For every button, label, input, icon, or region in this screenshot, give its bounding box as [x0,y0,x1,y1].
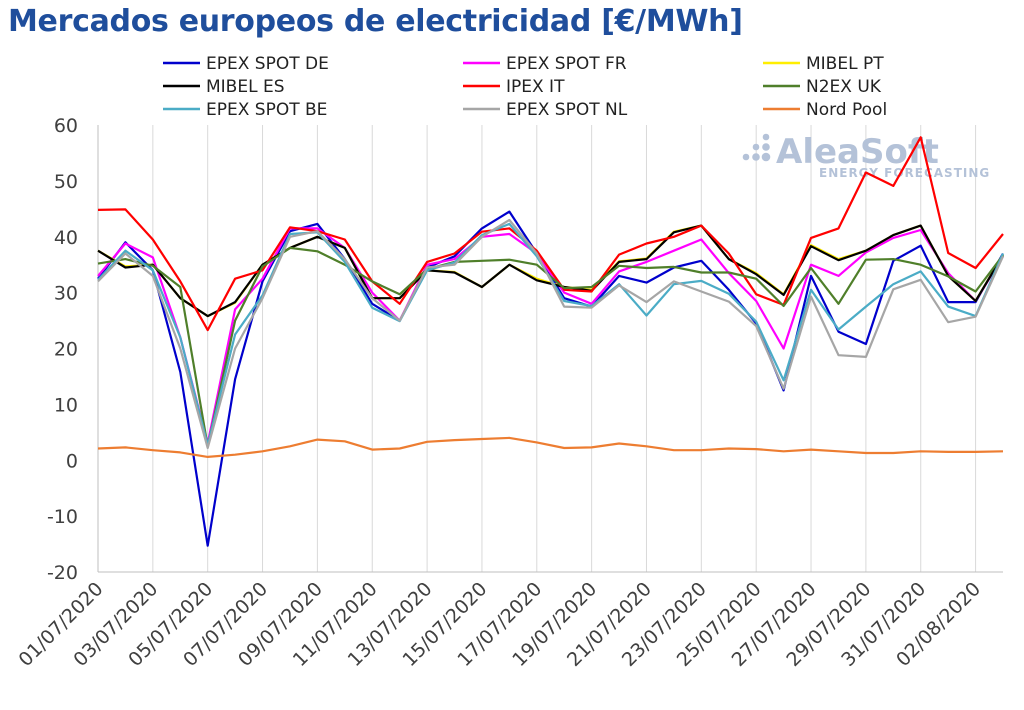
y-tick-label: -20 [47,562,78,584]
series-line-nord-pool [97,436,1004,458]
y-tick-label: 10 [54,394,78,416]
legend-label: Nord Pool [806,100,887,120]
legend-item-epex-spot-fr: EPEX SPOT FR [463,54,627,74]
series-lines [97,136,1005,547]
legend-label: EPEX SPOT BE [206,100,327,120]
legend-item-epex-spot-de: EPEX SPOT DE [163,54,329,74]
page-title: Mercados europeos de electricidad [€/MWh… [8,4,743,39]
y-axis-tick-labels: -20 -10 0 10 20 30 40 50 60 [47,115,78,584]
y-tick-label: 40 [54,227,78,249]
legend: EPEX SPOT DE EPEX SPOT FR MIBEL PT MIBEL ES… [163,54,887,120]
series-line-mibel-es [97,224,1004,318]
series-line-epex-spot-de [97,210,1004,547]
y-tick-label: -10 [47,506,78,528]
series-line-epex-spot-be [97,222,1005,447]
series-line-epex-spot-nl [97,218,1005,450]
legend-item-ipex-it: IPEX IT [463,77,565,97]
y-tick-label: 50 [54,171,78,193]
legend-label: EPEX SPOT NL [506,100,628,120]
legend-label: MIBEL ES [206,77,285,97]
legend-label: MIBEL PT [806,54,884,74]
series-line-n2ex-uk [97,246,1004,448]
y-tick-label: 0 [66,450,78,472]
legend-item-nord-pool: Nord Pool [763,100,887,120]
legend-label: EPEX SPOT FR [506,54,627,74]
logo-tagline: ENERGY FORECASTING [819,166,990,180]
legend-item-epex-spot-be: EPEX SPOT BE [163,100,327,120]
logo-dots-icon [742,133,771,162]
x-axis-tick-labels: 01/07/202003/07/202005/07/202007/07/2020… [15,578,986,671]
legend-label: IPEX IT [506,77,565,97]
y-tick-label: 30 [54,283,78,305]
legend-item-epex-spot-nl: EPEX SPOT NL [463,100,628,120]
legend-label: EPEX SPOT DE [206,54,329,74]
legend-item-mibel-es: MIBEL ES [163,77,285,97]
series-line-ipex-it [97,136,1004,332]
legend-item-n2ex-uk: N2EX UK [763,77,882,97]
aleasoft-logo: AleaSoft ENERGY FORECASTING [742,132,990,180]
legend-item-mibel-pt: MIBEL PT [763,54,884,74]
y-tick-label: 20 [54,339,78,361]
legend-label: N2EX UK [806,77,882,97]
axes [97,125,1003,573]
y-tick-label: 60 [54,115,78,137]
vertical-gridlines [97,125,977,572]
